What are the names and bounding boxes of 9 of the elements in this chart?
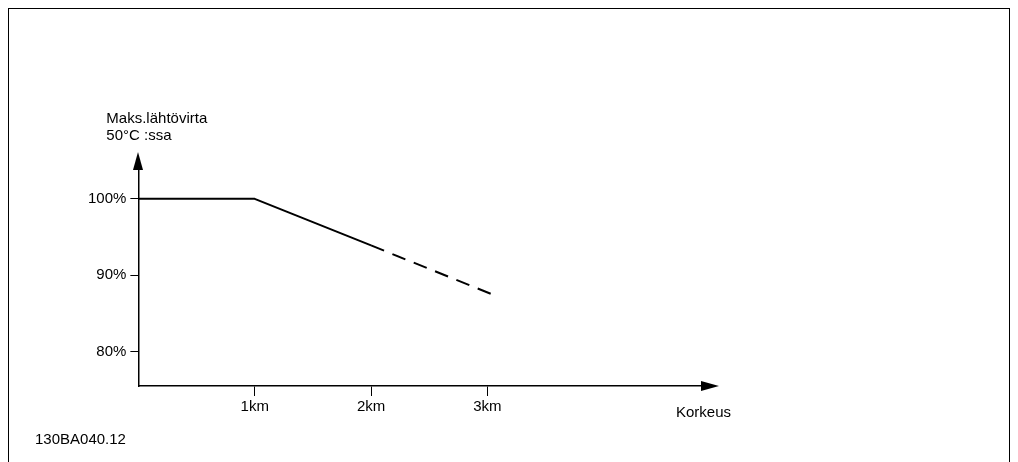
y-tick-label: 100% [87,188,127,206]
y-axis-title: Maks.lähtövirta 50°C :ssa [106,109,208,143]
x-tick-label: 2km [356,397,386,415]
y-tick-label: 80% [96,341,127,359]
x-tick-label: 1km [240,397,269,415]
x-tick-label: 3km [473,397,502,415]
x-axis-title: Korkeus [675,403,731,420]
text: 130BA040.12 [35,430,126,447]
y-tick-label: 90% [96,265,127,283]
